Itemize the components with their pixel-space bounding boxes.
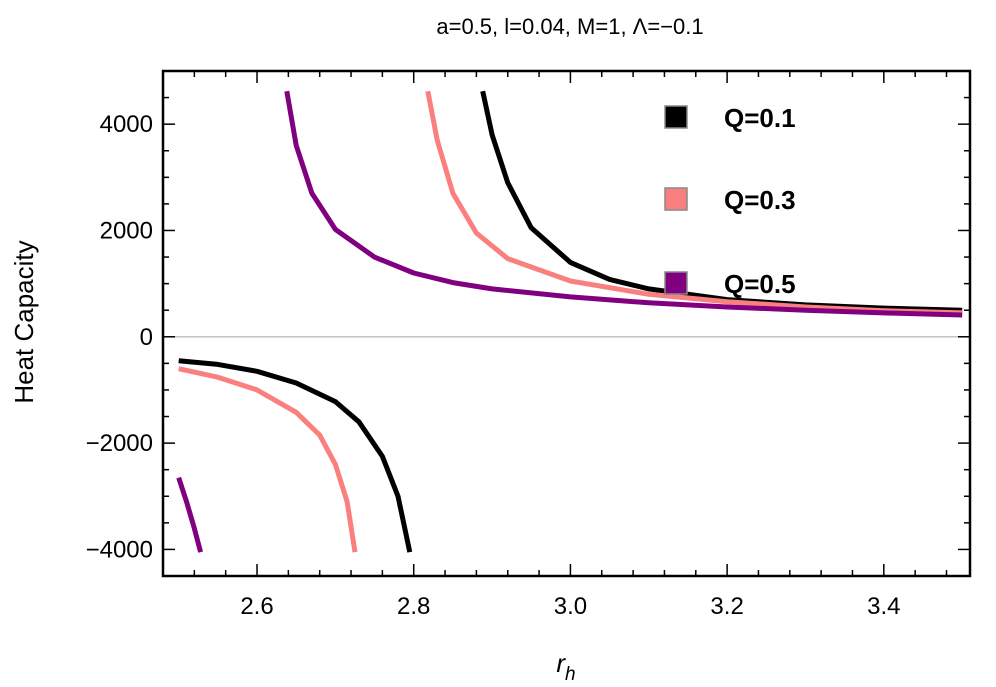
plot-area	[163, 90, 970, 553]
x-tick-label: 3.0	[554, 593, 587, 620]
x-tick-label: 2.6	[240, 593, 273, 620]
series-line	[425, 90, 963, 316]
legend-label: Q=0.5	[724, 269, 796, 299]
y-tick-label: −4000	[86, 536, 153, 563]
legend-label: Q=0.3	[724, 185, 796, 215]
x-axis-title-main: r	[556, 648, 566, 678]
y-axis-title: Heat Capacity	[9, 240, 39, 403]
x-tick-label: 2.8	[397, 593, 430, 620]
series-line	[176, 476, 204, 553]
y-tick-label: 2000	[100, 217, 153, 244]
axis-ticks: 2.6 2.8 3.0 3.2 3.4 −4000 −2000 0 2000 4000	[86, 69, 972, 620]
chart-title: a=0.5, l=0.04, M=1, Λ=−0.1	[436, 14, 703, 39]
x-axis-title: rh	[556, 648, 575, 685]
y-tick-label: 0	[140, 324, 153, 351]
series-line	[284, 90, 963, 318]
x-tick-label: 3.4	[867, 593, 900, 620]
legend-swatch	[664, 105, 688, 129]
legend-entry: Q=0.1	[664, 103, 796, 133]
series-line	[178, 358, 413, 553]
legend-label: Q=0.1	[724, 103, 796, 133]
legend: Q=0.1 Q=0.3 Q=0.5	[664, 103, 796, 299]
legend-entry: Q=0.5	[664, 269, 796, 299]
x-tick-label: 3.2	[710, 593, 743, 620]
legend-swatch	[664, 271, 688, 295]
plot-frame	[161, 69, 972, 578]
legend-swatch	[664, 187, 688, 211]
series-line	[178, 366, 358, 553]
legend-entry: Q=0.3	[664, 185, 796, 215]
x-axis-title-subscript: h	[565, 664, 576, 685]
y-tick-label: 4000	[100, 111, 153, 138]
y-tick-label: −2000	[86, 430, 153, 457]
